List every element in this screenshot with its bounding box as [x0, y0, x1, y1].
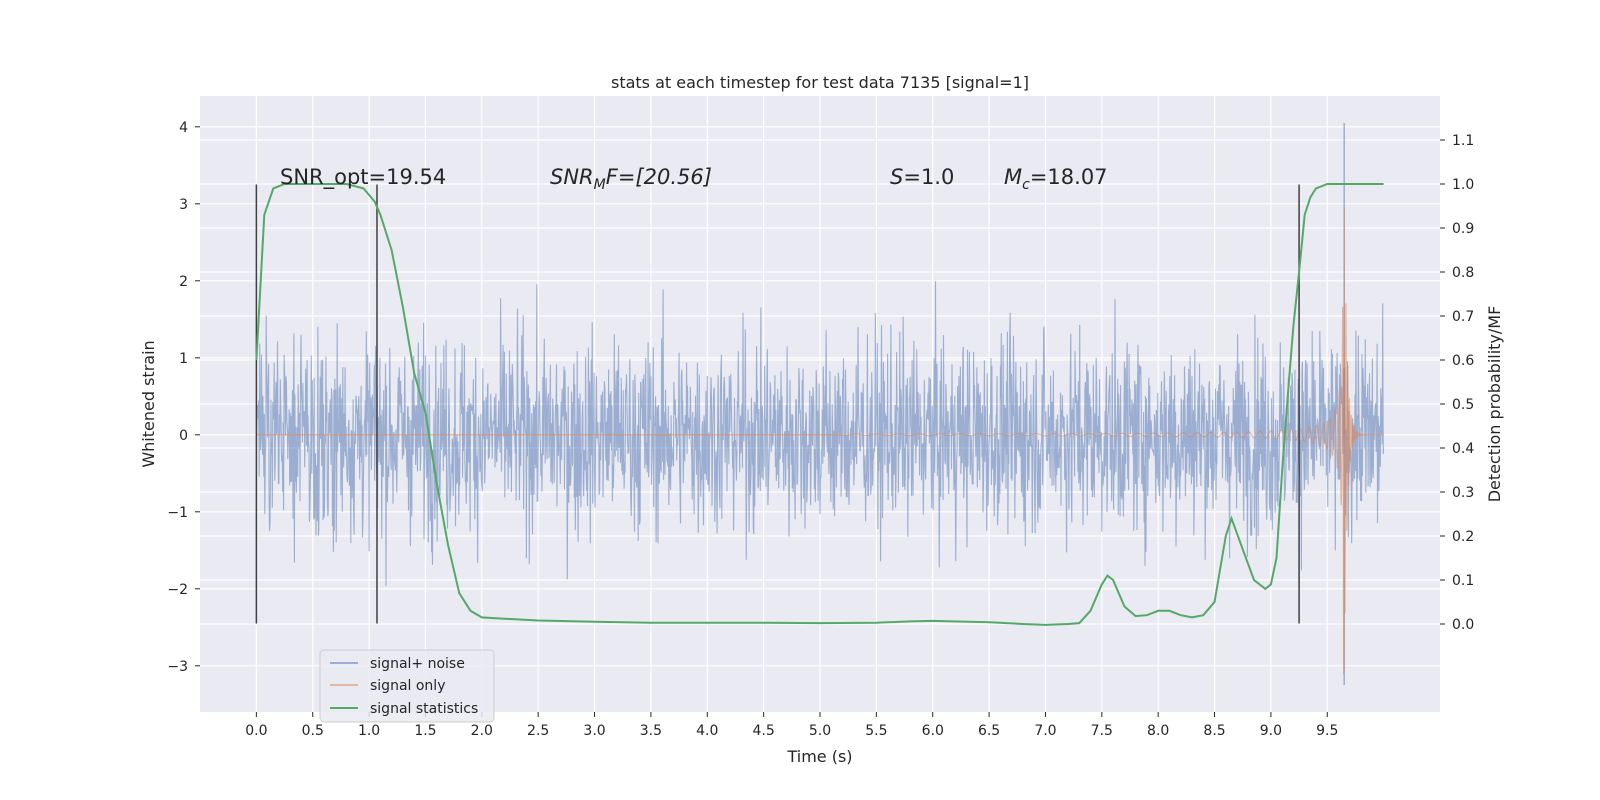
x-axis-label: Time (s) [786, 747, 852, 766]
x-tick-label: 2.5 [527, 723, 549, 739]
x-tick-label: 2.0 [471, 723, 493, 739]
mc-value: =18.07 [1030, 165, 1108, 189]
y-right-tick-label: 0.9 [1452, 221, 1474, 237]
annotations: SNR_opt=19.54 SNRMF=[20.56] S=1.0 Mc=18.… [280, 165, 1108, 193]
s-label: S [890, 165, 903, 189]
y-right-tick-label: 1.1 [1452, 133, 1474, 149]
snr-mf-suffix: F=[20.56] [606, 165, 712, 189]
y-tick-label: −3 [167, 659, 188, 675]
signal-series [256, 208, 1384, 675]
x-tick-label: 7.0 [1034, 723, 1056, 739]
snr-mf-sub: M [594, 177, 606, 193]
grid [200, 96, 1440, 712]
y-right-tick-label: 0.7 [1452, 309, 1474, 325]
x-tick-label: 4.0 [696, 723, 718, 739]
y-right-tick-label: 1.0 [1452, 177, 1474, 193]
x-tick-label: 3.0 [583, 723, 605, 739]
stats-line [255, 183, 1384, 626]
mc-sub: c [1022, 177, 1030, 193]
y-right-tick-label: 0.2 [1452, 529, 1474, 545]
legend-label-noise: signal+ noise [370, 656, 465, 672]
stats-series [255, 183, 1384, 626]
x-tick-label: 0.5 [302, 723, 324, 739]
y-tick-label: 0 [179, 428, 188, 444]
ticks: 0.0 0.5 1.0 1.5 2.0 2.5 3.0 3.5 4.0 4.5 5.0 5.5 6.0 6… [167, 120, 1474, 739]
legend: signal+ noise signal only signal statist… [319, 649, 495, 723]
y-right-tick-label: 0.0 [1452, 617, 1474, 633]
chart-title: stats at each timestep for test data 713… [611, 73, 1029, 92]
legend-label-signal: signal only [370, 678, 445, 694]
y-tick-label: 2 [179, 274, 188, 290]
x-tick-label: 6.5 [978, 723, 1000, 739]
vertical-lines [255, 184, 1300, 624]
s-value: =1.0 [903, 165, 954, 189]
x-tick-label: 8.0 [1147, 723, 1169, 739]
legend-label-stats: signal statistics [370, 701, 478, 717]
x-tick-label: 5.5 [865, 723, 887, 739]
y-tick-label: 4 [179, 120, 188, 136]
y-axis-label: Whitened strain [139, 340, 158, 467]
x-tick-label: 1.0 [358, 723, 380, 739]
y-right-tick-label: 0.8 [1452, 265, 1474, 281]
y-right-tick-label: 0.5 [1452, 397, 1474, 413]
y-right-tick-label: 0.3 [1452, 485, 1474, 501]
y-right-tick-label: 0.6 [1452, 353, 1474, 369]
snr-mf-annotation: SNRMF=[20.56] [550, 165, 712, 193]
x-tick-label: 4.5 [753, 723, 775, 739]
x-tick-label: 1.5 [414, 723, 436, 739]
legend-box [319, 649, 495, 723]
y-tick-label: 1 [179, 351, 188, 367]
x-tick-label: 0.0 [245, 723, 267, 739]
x-tick-label: 9.0 [1260, 723, 1282, 739]
y-axis-right-label: Detection probability/MF [1485, 306, 1504, 503]
signal-trace [842, 208, 1384, 675]
x-tick-label: 9.5 [1316, 723, 1338, 739]
snr-opt-annotation: SNR_opt=19.54 [280, 165, 446, 190]
x-tick-label: 3.5 [640, 723, 662, 739]
y-tick-label: −2 [167, 582, 188, 598]
snr-mf-prefix: SNR [550, 165, 594, 189]
x-tick-label: 6.0 [922, 723, 944, 739]
x-tick-label: 8.5 [1203, 723, 1225, 739]
x-tick-label: 5.0 [809, 723, 831, 739]
s-annotation: S=1.0 [890, 165, 954, 189]
mc-annotation: Mc=18.07 [1004, 165, 1108, 193]
x-tick-label: 7.5 [1091, 723, 1113, 739]
noise-trace [255, 281, 1385, 587]
y-right-tick-label: 0.1 [1452, 573, 1474, 589]
mc-label: M [1004, 165, 1022, 189]
y-right-tick-label: 0.4 [1452, 441, 1474, 457]
y-tick-label: −1 [167, 505, 188, 521]
y-tick-label: 3 [179, 197, 188, 213]
